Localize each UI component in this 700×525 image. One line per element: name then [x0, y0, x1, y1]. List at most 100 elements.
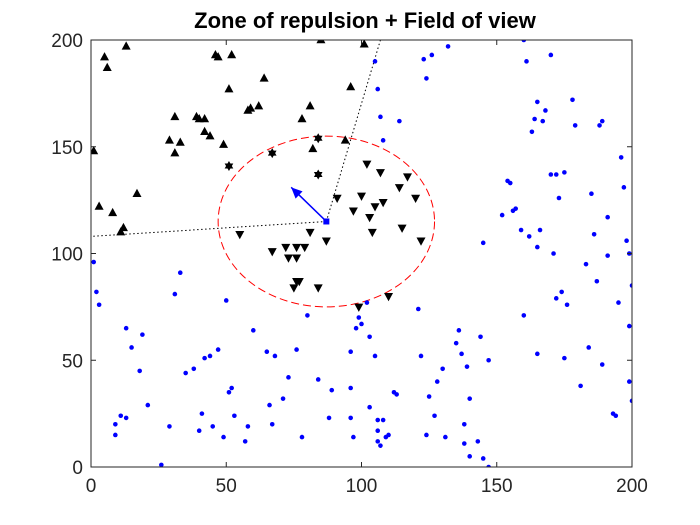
data-point — [378, 199, 388, 208]
marks-layer — [91, 40, 632, 467]
data-point — [440, 366, 445, 372]
data-point — [562, 170, 567, 175]
data-point — [202, 355, 207, 361]
data-point — [553, 172, 559, 177]
data-point — [553, 296, 559, 301]
data-point — [459, 351, 464, 357]
data-point — [286, 375, 291, 380]
data-point — [556, 195, 562, 201]
data-point — [562, 355, 567, 361]
data-point — [254, 101, 264, 110]
y-tick-label: 100 — [51, 245, 83, 266]
series-triangle-up — [91, 40, 369, 236]
data-point — [91, 259, 97, 265]
data-point — [480, 456, 486, 461]
series-dot — [91, 40, 632, 467]
data-point — [172, 291, 178, 297]
data-point — [235, 231, 245, 240]
data-point — [597, 123, 602, 128]
data-point — [540, 118, 546, 124]
data-point — [543, 108, 548, 113]
data-point — [332, 194, 342, 203]
data-point — [283, 254, 293, 263]
data-point — [102, 62, 112, 72]
data-point — [191, 366, 197, 372]
data-point — [200, 113, 210, 123]
data-point — [259, 73, 269, 82]
data-point — [599, 362, 605, 367]
data-point — [183, 370, 188, 376]
fov-line-2 — [91, 220, 327, 237]
data-point — [424, 432, 429, 438]
data-point — [145, 402, 151, 408]
data-point — [294, 278, 304, 287]
data-point — [356, 315, 362, 320]
y-tick-label: 0 — [72, 458, 83, 479]
data-point — [280, 396, 286, 401]
data-point — [629, 283, 632, 288]
data-point — [313, 169, 323, 180]
data-point — [229, 385, 234, 391]
data-point — [292, 243, 302, 253]
focal-agent-marker — [323, 218, 330, 225]
data-point — [116, 227, 126, 236]
data-point — [372, 353, 378, 359]
data-point — [113, 432, 118, 438]
data-point — [359, 40, 369, 48]
data-point — [313, 284, 323, 293]
data-point — [305, 101, 315, 110]
data-point — [513, 206, 518, 211]
data-point — [551, 251, 556, 256]
data-point — [375, 428, 381, 434]
data-point — [421, 56, 427, 62]
data-point — [486, 464, 491, 467]
data-point — [294, 347, 299, 352]
x-tick-label: 100 — [346, 476, 378, 497]
data-point — [372, 59, 378, 64]
data-point — [461, 422, 467, 427]
data-point — [364, 300, 370, 305]
data-point — [348, 349, 353, 355]
data-point — [329, 387, 335, 393]
data-point — [629, 398, 632, 404]
data-point — [362, 160, 372, 169]
data-point — [175, 137, 185, 146]
data-point — [445, 44, 451, 49]
data-point — [507, 180, 513, 186]
data-point — [467, 396, 473, 401]
zone-of-repulsion-circle — [217, 135, 436, 308]
data-point — [378, 443, 383, 448]
data-point — [416, 237, 426, 246]
data-point — [326, 415, 332, 421]
data-point — [354, 303, 364, 312]
data-point — [526, 234, 532, 239]
data-point — [535, 99, 540, 105]
x-tick-label: 0 — [86, 476, 97, 497]
data-point — [340, 135, 350, 144]
data-point — [315, 377, 321, 382]
data-point — [305, 228, 315, 238]
data-point — [297, 113, 307, 123]
data-point — [599, 118, 605, 124]
x-tick-label: 50 — [216, 476, 237, 497]
y-tick-label: 50 — [62, 351, 83, 372]
x-tick-label: 150 — [481, 476, 513, 497]
data-point — [118, 413, 124, 419]
data-point — [475, 439, 481, 444]
data-point — [572, 123, 578, 128]
data-point — [367, 228, 377, 238]
data-point — [605, 253, 610, 258]
data-point — [264, 349, 270, 355]
data-point — [613, 413, 619, 419]
data-point — [375, 169, 385, 178]
data-point — [269, 422, 275, 427]
data-point — [177, 270, 183, 276]
data-point — [91, 146, 99, 155]
data-point — [359, 321, 364, 327]
data-point — [386, 432, 391, 438]
axes: 0 50 100 150 200 0 50 100 150 200 — [51, 31, 648, 497]
data-point — [219, 139, 229, 148]
data-point — [227, 49, 237, 59]
data-point — [313, 133, 323, 144]
data-point — [429, 52, 435, 58]
